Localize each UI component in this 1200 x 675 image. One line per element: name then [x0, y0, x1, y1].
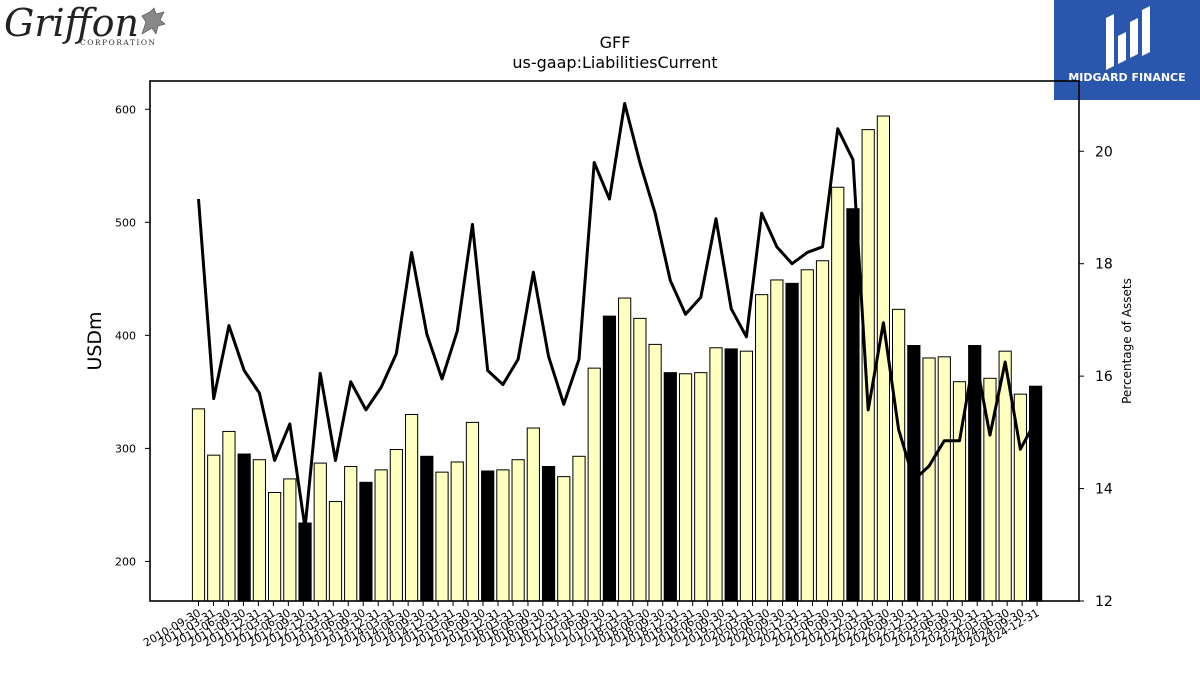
bar — [511, 459, 525, 602]
logo-name: MIDGARD FINANCE — [1068, 71, 1185, 84]
bar — [739, 350, 754, 602]
bar — [800, 269, 814, 602]
bar — [572, 455, 586, 602]
bar — [465, 421, 480, 602]
bar — [481, 470, 495, 602]
bar — [724, 348, 738, 602]
bar — [678, 373, 693, 602]
bar — [450, 461, 464, 602]
y-tick-label: 600 — [115, 103, 136, 116]
y2-tick-label: 20 — [1095, 144, 1113, 160]
bar — [557, 476, 571, 602]
bar — [298, 522, 312, 602]
bar — [541, 465, 556, 602]
bar — [191, 408, 206, 602]
bar — [907, 345, 921, 602]
bar — [648, 343, 662, 602]
y-tick-label: 200 — [115, 555, 136, 568]
percentage-line — [197, 101, 1037, 530]
bar — [770, 279, 784, 602]
y-tick-label: 400 — [115, 329, 136, 342]
bar — [252, 459, 266, 602]
bar — [846, 208, 860, 602]
bar — [785, 282, 799, 602]
chart-title: GFF — [600, 33, 631, 52]
y2-tick-label: 12 — [1095, 594, 1113, 610]
bar — [374, 469, 388, 602]
bar — [420, 455, 434, 602]
plot-frame — [149, 80, 1080, 602]
bar — [602, 315, 617, 602]
bar — [435, 471, 449, 602]
bar — [633, 317, 647, 602]
bar — [222, 430, 236, 602]
y-tick-label: 300 — [115, 442, 136, 455]
bar — [892, 308, 906, 602]
bar — [359, 481, 373, 602]
bar — [815, 260, 830, 602]
bar — [207, 454, 221, 602]
bar — [937, 356, 951, 602]
bar — [831, 186, 845, 602]
bar — [496, 469, 510, 602]
bar — [587, 367, 601, 602]
y2-axis-label: Percentage of Assets — [1120, 278, 1134, 404]
logo-subtitle: CORPORATION — [80, 38, 157, 47]
bar — [313, 462, 327, 602]
griffon-logo: Griffon CORPORATION — [0, 0, 175, 52]
bar — [526, 427, 540, 602]
bar — [344, 465, 358, 602]
bar — [404, 413, 419, 602]
y-axis-label: USDm — [84, 311, 106, 370]
bar — [618, 297, 632, 602]
midgard-emblem-icon — [1106, 6, 1150, 70]
bar — [709, 347, 723, 602]
bar — [663, 372, 677, 602]
bar — [237, 453, 251, 602]
y-tick-label: 500 — [115, 216, 136, 229]
y2-tick-label: 18 — [1095, 257, 1113, 273]
y2-tick-label: 14 — [1095, 482, 1113, 498]
bar — [755, 294, 769, 602]
bar — [922, 357, 936, 602]
bar — [861, 129, 875, 602]
logo-wordmark: Griffon — [4, 1, 139, 45]
bar — [283, 478, 297, 602]
bar — [694, 372, 708, 602]
griffin-emblem-icon — [141, 7, 166, 35]
bar — [268, 491, 282, 602]
chart-subtitle: us-gaap:LiabilitiesCurrent — [512, 53, 717, 72]
bar — [1029, 385, 1043, 602]
bar — [328, 501, 343, 602]
y2-tick-label: 16 — [1095, 369, 1113, 385]
bar — [389, 449, 403, 602]
